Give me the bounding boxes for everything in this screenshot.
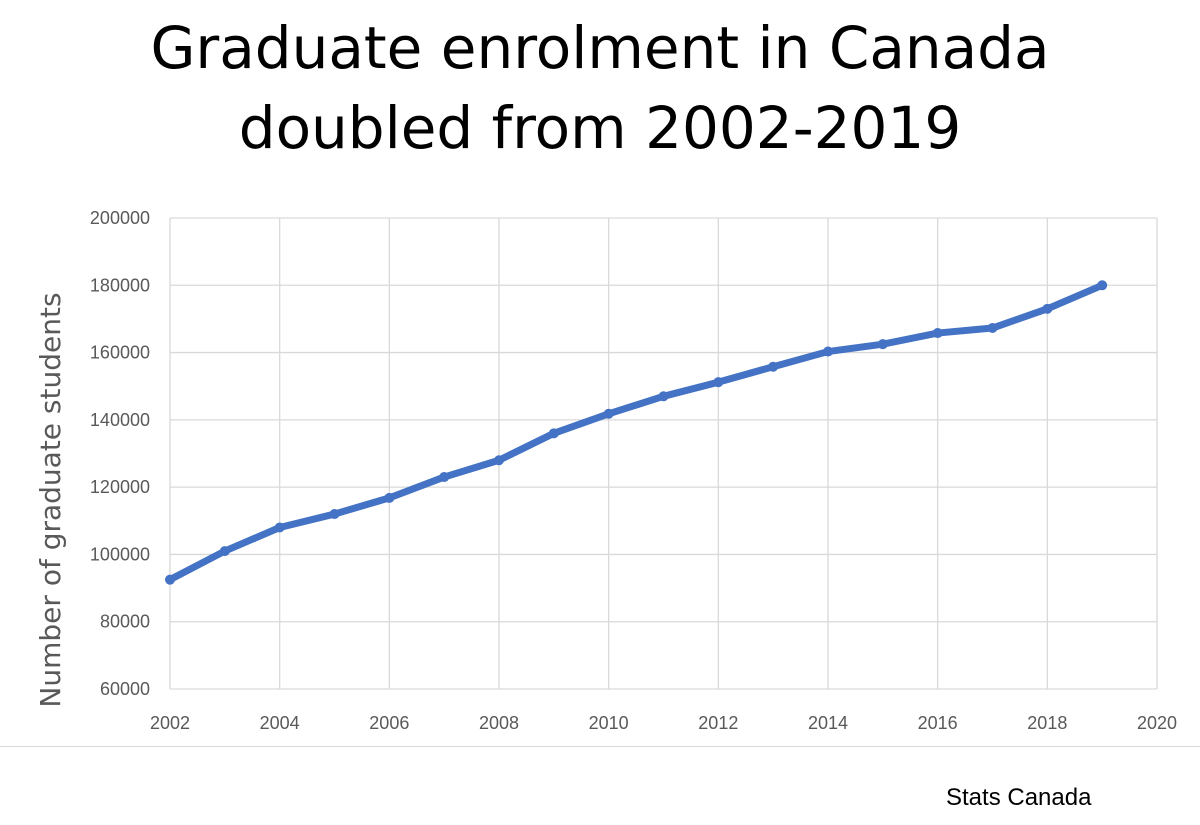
data-point <box>932 328 943 339</box>
data-point <box>823 346 833 357</box>
y-tick-label: 80000 <box>100 612 150 632</box>
x-tick-label: 2014 <box>808 713 848 733</box>
data-point <box>439 472 450 483</box>
y-tick-label: 160000 <box>90 343 150 363</box>
footer-divider <box>0 746 1200 747</box>
x-tick-label: 2020 <box>1137 713 1177 733</box>
y-tick-label: 100000 <box>90 544 150 564</box>
x-tick-label: 2008 <box>479 713 519 733</box>
data-point <box>987 323 998 334</box>
data-point <box>494 455 504 466</box>
x-tick-label: 2016 <box>918 713 958 733</box>
data-point <box>603 408 614 419</box>
data-point <box>165 574 175 585</box>
y-tick-label: 200000 <box>90 208 150 228</box>
y-tick-label: 60000 <box>100 679 150 699</box>
data-point <box>1042 303 1053 314</box>
data-point <box>768 361 779 372</box>
gridlines <box>169 217 1158 690</box>
data-point <box>274 522 285 533</box>
data-point <box>219 546 230 557</box>
line-chart: 60000 80000 100000 120000 140000 160000 180000… <box>34 208 1177 733</box>
tick-labels: 60000 80000 100000 120000 140000 160000 180000… <box>90 208 1177 733</box>
chart-title: Graduate enrolment in Canada doubled fro… <box>0 8 1200 168</box>
data-point <box>329 509 340 520</box>
data-point <box>1097 280 1108 291</box>
chart-title-line-1: Graduate enrolment in Canada <box>150 14 1050 82</box>
data-point <box>548 428 559 439</box>
source-note: Stats Canada <box>946 784 1092 811</box>
data-point <box>384 492 395 503</box>
x-tick-label: 2010 <box>589 713 629 733</box>
series-line <box>166 281 1106 584</box>
y-tick-label: 120000 <box>90 477 150 497</box>
y-axis-label: Number of graduate students <box>34 292 67 707</box>
data-point <box>713 377 724 388</box>
y-tick-label: 180000 <box>90 275 150 295</box>
data-points <box>165 280 1108 585</box>
y-tick-label: 140000 <box>90 410 150 430</box>
x-tick-label: 2004 <box>260 713 300 733</box>
chart-title-line-2: doubled from 2002-2019 <box>238 94 962 162</box>
data-point <box>658 391 669 402</box>
x-tick-label: 2012 <box>698 713 738 733</box>
x-tick-label: 2018 <box>1027 713 1067 733</box>
x-tick-label: 2006 <box>369 713 409 733</box>
data-point <box>877 339 888 350</box>
series-lines <box>166 281 1106 584</box>
x-tick-label: 2002 <box>150 713 190 733</box>
